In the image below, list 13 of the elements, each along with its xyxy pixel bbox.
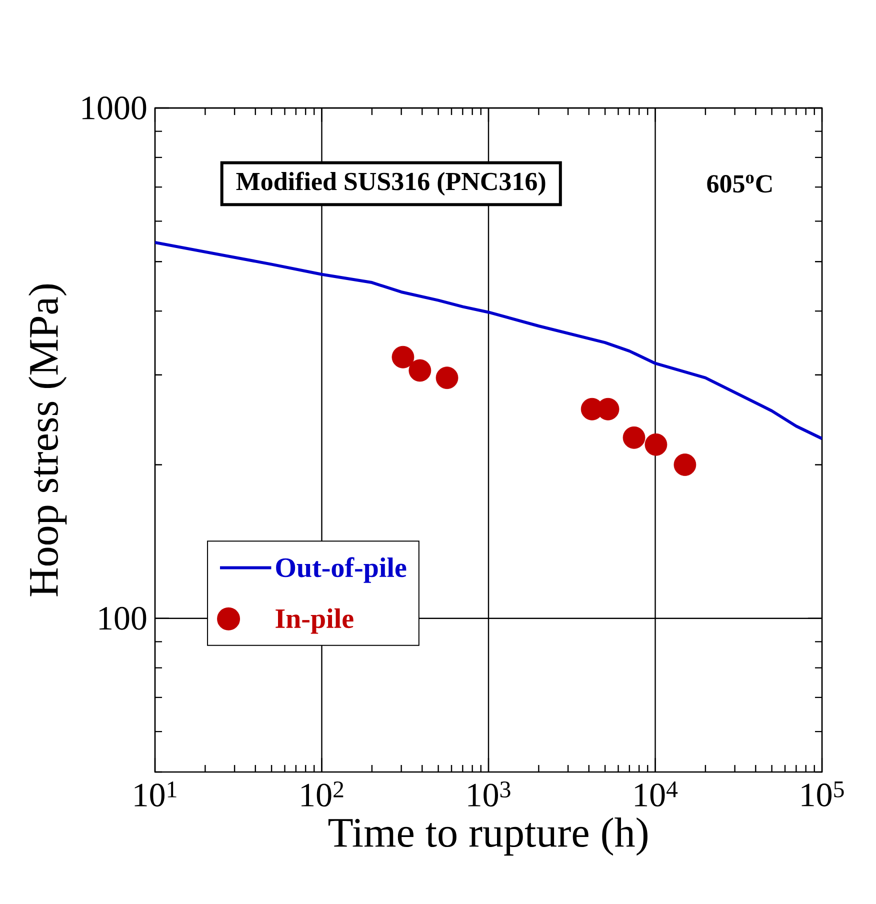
x-axis-title: Time to rupture (h) bbox=[328, 818, 648, 856]
y-tick-label: 100 bbox=[99, 606, 146, 630]
x-tick-label: 10$^{5}$ bbox=[802, 782, 844, 806]
legend-label: Out-of-pile bbox=[276, 557, 406, 583]
y-axis-title: Hoop stress (MPa) bbox=[28, 284, 67, 596]
y-tick-label: 1000 bbox=[82, 96, 146, 120]
x-tick-label: 10$^{1}$ bbox=[134, 782, 176, 807]
annotation: 605$^{o}$C bbox=[707, 174, 772, 193]
annotation: Modified SUS316 (PNC316) bbox=[236, 172, 546, 196]
x-tick-label: 10$^{2}$ bbox=[302, 782, 344, 807]
x-tick-label: 10$^{3}$ bbox=[468, 782, 510, 807]
legend-label: In-pile bbox=[276, 608, 354, 634]
x-tick-label: 10$^{4}$ bbox=[635, 782, 678, 807]
